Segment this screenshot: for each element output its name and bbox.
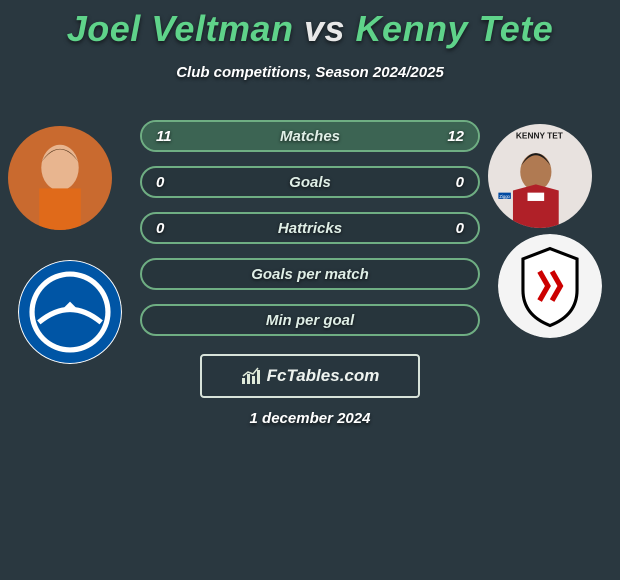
svg-text:KENNY TET: KENNY TET (516, 131, 563, 141)
comparison-title: Joel Veltman vs Kenny Tete (0, 0, 620, 50)
stat-row-min-per-goal: Min per goal (140, 304, 480, 336)
stat-value-right: 12 (447, 128, 464, 145)
player2-avatar: KENNY TET Ziggo (488, 124, 592, 228)
date-text: 1 december 2024 (0, 410, 620, 427)
subtitle: Club competitions, Season 2024/2025 (0, 64, 620, 81)
svg-text:Ziggo: Ziggo (499, 194, 510, 199)
stat-value-left: 0 (156, 220, 164, 237)
player2-club-logo (498, 234, 602, 338)
stat-row-hattricks: 0 0 Hattricks (140, 212, 480, 244)
player1-avatar (8, 126, 112, 230)
stat-row-goals-per-match: Goals per match (140, 258, 480, 290)
player1-name: Joel Veltman (67, 8, 294, 49)
brand-text: FcTables.com (267, 366, 380, 386)
stat-value-left: 11 (156, 128, 172, 145)
stat-label: Min per goal (266, 312, 354, 329)
stats-panel: 11 12 Matches 0 0 Goals 0 0 Hattricks Goals per m… (140, 120, 480, 350)
stat-row-goals: 0 0 Goals (140, 166, 480, 198)
stat-label: Hattricks (278, 220, 342, 237)
stat-value-left: 0 (156, 174, 164, 191)
stat-row-matches: 11 12 Matches (140, 120, 480, 152)
stat-label: Goals (289, 174, 331, 191)
stat-label: Matches (280, 128, 340, 145)
vs-word: vs (304, 8, 345, 49)
stat-value-right: 0 (456, 174, 464, 191)
player2-name: Kenny Tete (356, 8, 554, 49)
brand-chart-icon (241, 367, 263, 385)
stat-label: Goals per match (251, 266, 369, 283)
brand-box: FcTables.com (200, 354, 420, 398)
stat-value-right: 0 (456, 220, 464, 237)
player1-club-logo (18, 260, 122, 364)
